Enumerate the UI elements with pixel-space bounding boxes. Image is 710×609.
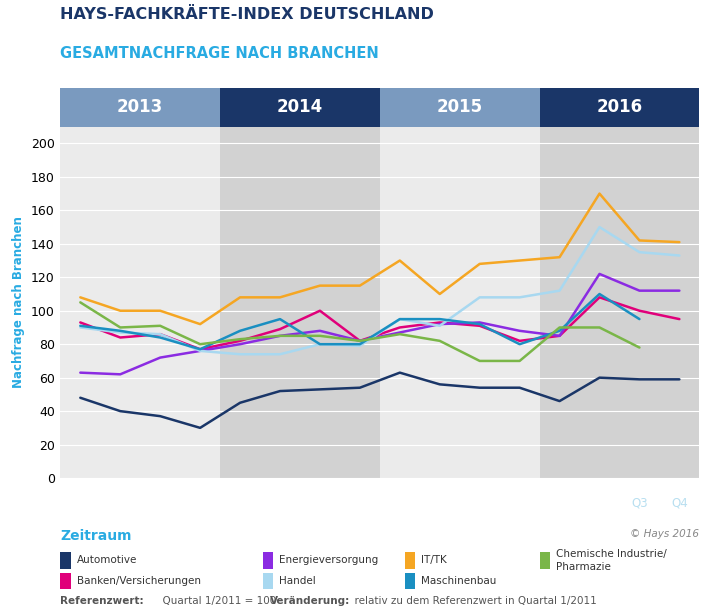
Text: 2015: 2015 [437,99,483,116]
Bar [405,572,415,590]
Text: IT/TK: IT/TK [421,555,447,565]
Text: Handel: Handel [279,576,316,586]
Text: Q2: Q2 [591,496,608,509]
Text: Chemische Industrie/
Pharmazie: Chemische Industrie/ Pharmazie [556,549,667,572]
Text: Q1: Q1 [231,496,248,509]
Bar [263,572,273,590]
Text: Q2: Q2 [112,496,129,509]
Text: Q1: Q1 [391,496,408,509]
Text: Energieversorgung: Energieversorgung [279,555,378,565]
Text: Referenzwert:: Referenzwert: [60,596,144,606]
Bar [380,127,540,478]
Text: © Hays 2016: © Hays 2016 [630,529,699,539]
Bar [60,88,220,127]
Text: 2016: 2016 [596,99,643,116]
Text: Quartal 1/2011 = 100: Quartal 1/2011 = 100 [156,596,276,606]
Bar [263,552,273,569]
Text: Q3: Q3 [312,496,328,509]
Text: Q4: Q4 [351,496,368,509]
Text: Automotive: Automotive [77,555,137,565]
Text: GESAMTNACHFRAGE NACH BRANCHEN: GESAMTNACHFRAGE NACH BRANCHEN [60,46,379,61]
Bar [220,88,380,127]
Bar [60,552,71,569]
Text: Zeitraum: Zeitraum [60,529,132,543]
Text: Q3: Q3 [631,496,648,509]
Text: Q3: Q3 [152,496,168,509]
Bar [540,552,550,569]
Bar [380,88,540,127]
Text: Q4: Q4 [671,496,688,509]
Text: Veränderung:: Veränderung: [270,596,350,606]
Text: Q4: Q4 [511,496,528,509]
Text: Q3: Q3 [471,496,488,509]
Text: 2013: 2013 [117,99,163,116]
Bar [220,127,380,478]
Y-axis label: Nachfrage nach Branchen: Nachfrage nach Branchen [12,216,26,389]
Text: Maschinenbau: Maschinenbau [421,576,496,586]
Bar [405,552,415,569]
Bar [60,127,220,478]
Text: Q2: Q2 [432,496,448,509]
Text: 2014: 2014 [277,99,323,116]
Text: Q1: Q1 [72,496,89,509]
Text: Q1: Q1 [551,496,568,509]
Text: Q2: Q2 [272,496,288,509]
Text: relativ zu dem Referenzwert in Quartal 1/2011: relativ zu dem Referenzwert in Quartal 1… [348,596,596,606]
Text: Q4: Q4 [192,496,209,509]
Bar [540,127,699,478]
Text: HAYS-FACHKRÄFTE-INDEX DEUTSCHLAND: HAYS-FACHKRÄFTE-INDEX DEUTSCHLAND [60,7,435,22]
Text: Banken/Versicherungen: Banken/Versicherungen [77,576,201,586]
Bar [60,572,71,590]
Bar [540,88,699,127]
